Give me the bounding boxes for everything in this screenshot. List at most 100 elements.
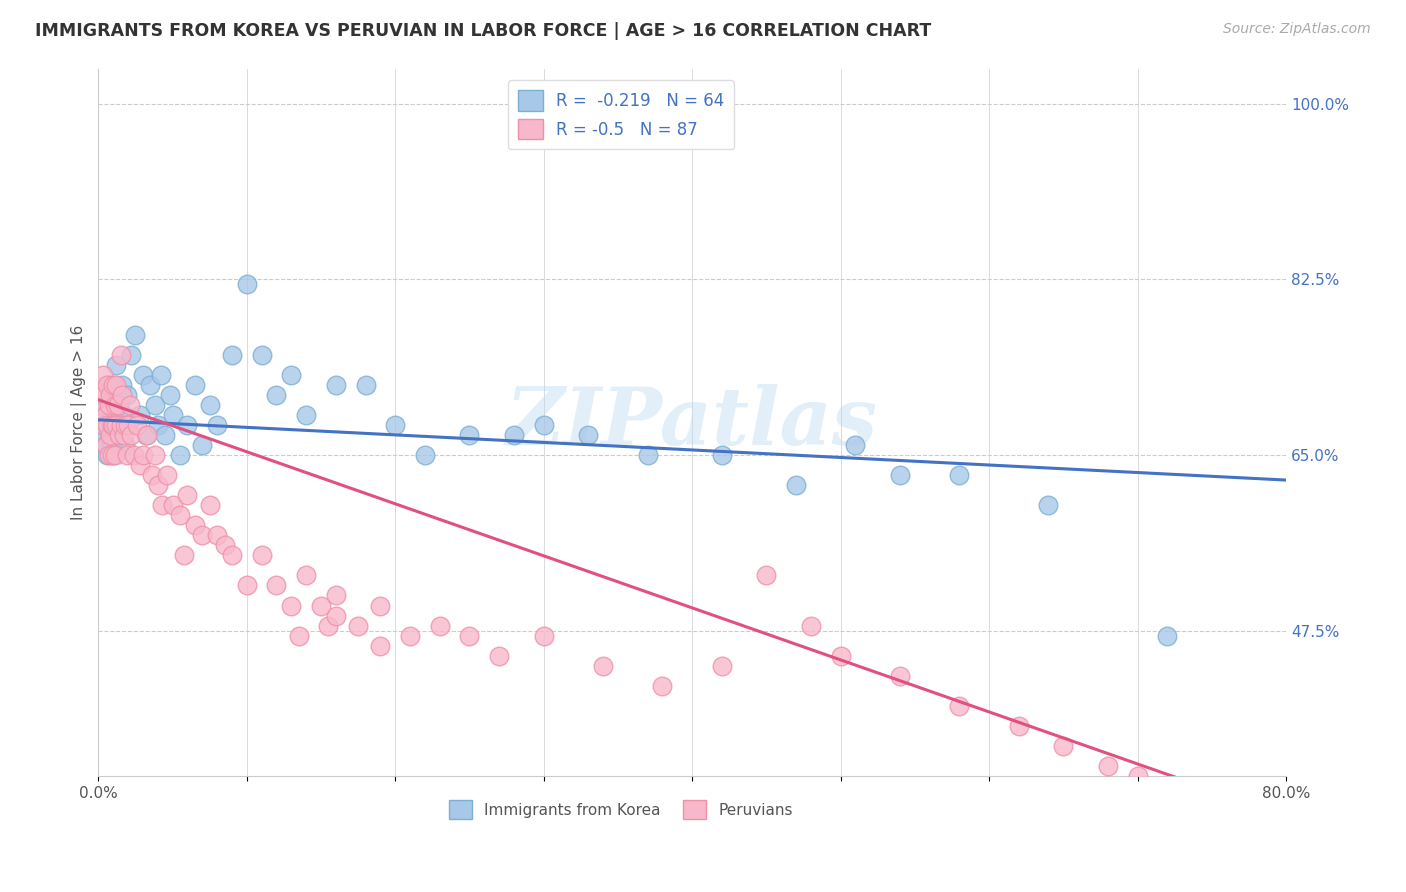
Point: [370, 639, 392, 653]
Point: [90, 417, 112, 432]
Point: [104, 417, 127, 432]
Point: [889, 669, 911, 683]
Point: [93, 408, 115, 422]
Point: [103, 417, 125, 432]
Point: [111, 377, 134, 392]
Point: [97, 417, 120, 432]
Point: [90, 398, 112, 412]
Point: [280, 599, 302, 613]
Point: [112, 408, 135, 422]
Point: [159, 388, 181, 402]
Point: [184, 377, 207, 392]
Text: ZIPatlas: ZIPatlas: [506, 384, 879, 461]
Point: [205, 528, 228, 542]
Point: [176, 417, 198, 432]
Point: [136, 428, 159, 442]
Point: [107, 398, 129, 412]
Point: [1334, 789, 1357, 804]
Point: [114, 417, 136, 432]
Point: [132, 368, 155, 382]
Point: [135, 428, 157, 442]
Point: [221, 348, 243, 362]
Point: [110, 348, 132, 362]
Point: [117, 417, 139, 432]
Point: [1097, 759, 1119, 773]
Point: [236, 277, 259, 292]
Point: [280, 368, 302, 382]
Point: [637, 448, 659, 462]
Point: [370, 599, 392, 613]
Point: [325, 589, 347, 603]
Point: [800, 618, 823, 632]
Point: [191, 528, 214, 542]
Point: [143, 398, 166, 412]
Point: [236, 578, 259, 592]
Point: [122, 448, 145, 462]
Point: [120, 428, 142, 442]
Point: [1126, 769, 1149, 783]
Point: [150, 498, 173, 512]
Point: [129, 408, 152, 422]
Text: IMMIGRANTS FROM KOREA VS PERUVIAN IN LABOR FORCE | AGE > 16 CORRELATION CHART: IMMIGRANTS FROM KOREA VS PERUVIAN IN LAB…: [35, 22, 931, 40]
Point: [98, 428, 121, 442]
Point: [1185, 799, 1208, 814]
Point: [205, 417, 228, 432]
Point: [115, 388, 138, 402]
Point: [533, 417, 555, 432]
Point: [114, 438, 136, 452]
Point: [146, 417, 169, 432]
Point: [125, 417, 148, 432]
Point: [295, 568, 318, 582]
Point: [198, 498, 221, 512]
Point: [115, 448, 138, 462]
Point: [384, 417, 406, 432]
Point: [108, 428, 131, 442]
Legend: Immigrants from Korea, Peruvians: Immigrants from Korea, Peruvians: [443, 794, 799, 825]
Point: [98, 428, 121, 442]
Point: [143, 448, 166, 462]
Point: [111, 388, 134, 402]
Point: [176, 488, 198, 502]
Point: [1156, 789, 1178, 804]
Point: [458, 629, 481, 643]
Point: [651, 679, 673, 693]
Point: [325, 608, 347, 623]
Point: [266, 388, 288, 402]
Point: [97, 398, 120, 412]
Point: [533, 629, 555, 643]
Point: [93, 388, 115, 402]
Point: [103, 388, 125, 402]
Y-axis label: In Labor Force | Age > 16: In Labor Force | Age > 16: [72, 325, 87, 520]
Point: [184, 518, 207, 533]
Point: [169, 508, 191, 523]
Point: [503, 428, 526, 442]
Point: [105, 377, 128, 392]
Point: [91, 368, 114, 382]
Point: [287, 629, 309, 643]
Point: [169, 448, 191, 462]
Point: [139, 377, 162, 392]
Point: [198, 398, 221, 412]
Point: [309, 599, 332, 613]
Point: [110, 417, 132, 432]
Point: [110, 417, 132, 432]
Point: [214, 538, 236, 552]
Point: [156, 468, 179, 483]
Point: [948, 698, 970, 713]
Point: [149, 368, 172, 382]
Point: [94, 408, 117, 422]
Point: [103, 448, 125, 462]
Point: [413, 448, 436, 462]
Point: [318, 618, 340, 632]
Point: [710, 658, 733, 673]
Point: [429, 618, 451, 632]
Point: [785, 478, 807, 492]
Point: [105, 358, 128, 372]
Point: [94, 438, 117, 452]
Point: [124, 327, 146, 342]
Point: [93, 417, 115, 432]
Point: [103, 377, 125, 392]
Point: [112, 428, 135, 442]
Point: [98, 388, 121, 402]
Point: [117, 417, 139, 432]
